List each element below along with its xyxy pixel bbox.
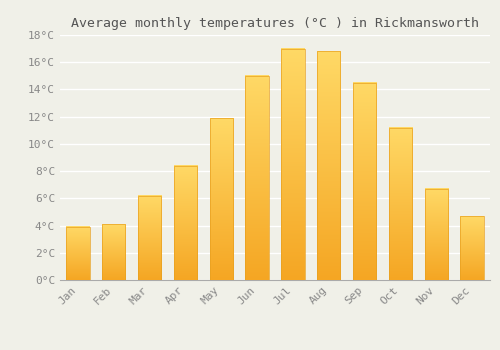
Bar [210, 118, 233, 280]
Bar [424, 189, 448, 280]
Bar [174, 166, 197, 280]
Bar [353, 83, 376, 280]
Bar [102, 224, 126, 280]
Bar [282, 49, 304, 280]
Bar [389, 127, 412, 280]
Title: Average monthly temperatures (°C ) in Rickmansworth: Average monthly temperatures (°C ) in Ri… [71, 17, 479, 30]
Bar [138, 196, 161, 280]
Bar [460, 216, 483, 280]
Bar [246, 76, 268, 280]
Bar [317, 51, 340, 280]
Bar [66, 227, 90, 280]
